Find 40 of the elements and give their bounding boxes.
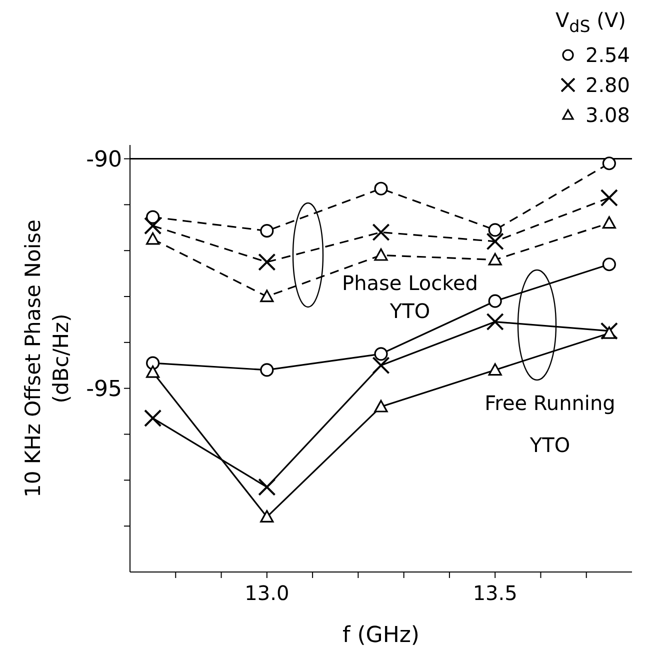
point — [260, 363, 274, 377]
point — [602, 326, 616, 339]
point — [372, 223, 390, 242]
point — [374, 248, 388, 261]
point — [258, 478, 276, 496]
annotation: Phase Locked YTO — [342, 271, 478, 323]
point — [374, 400, 388, 412]
legend-label: 3.08 — [585, 103, 630, 127]
point — [372, 356, 390, 374]
point — [602, 156, 616, 170]
point — [374, 347, 388, 361]
y-tick-label: -90 — [86, 148, 122, 173]
x-tick-label: 13.5 — [472, 581, 518, 606]
annotation: Free Running YTO — [484, 391, 616, 457]
point — [488, 223, 502, 237]
y-tick-label: -95 — [86, 377, 122, 402]
point — [260, 290, 274, 302]
point — [146, 356, 160, 370]
point — [374, 182, 388, 196]
point — [144, 409, 162, 427]
point — [260, 510, 274, 523]
legend-title: V$_{dS}$ (V) — [555, 8, 627, 36]
point — [486, 312, 504, 331]
y-axis-title: 10 KHz Offset Phase Noise (dBc/Hz) — [21, 219, 73, 498]
x-axis-title: f (GHz) — [342, 623, 420, 648]
legend-label: 2.80 — [585, 73, 630, 97]
point — [486, 232, 504, 250]
legend-label: 2.54 — [585, 43, 630, 67]
point — [258, 253, 276, 271]
point — [144, 217, 162, 235]
point — [488, 252, 502, 266]
point — [600, 189, 618, 207]
point — [602, 258, 616, 272]
point — [488, 363, 502, 376]
point — [488, 294, 502, 308]
point — [146, 365, 160, 378]
point — [602, 216, 616, 229]
x-tick-label: 13.0 — [244, 581, 290, 606]
point — [146, 232, 160, 245]
point — [260, 224, 274, 238]
